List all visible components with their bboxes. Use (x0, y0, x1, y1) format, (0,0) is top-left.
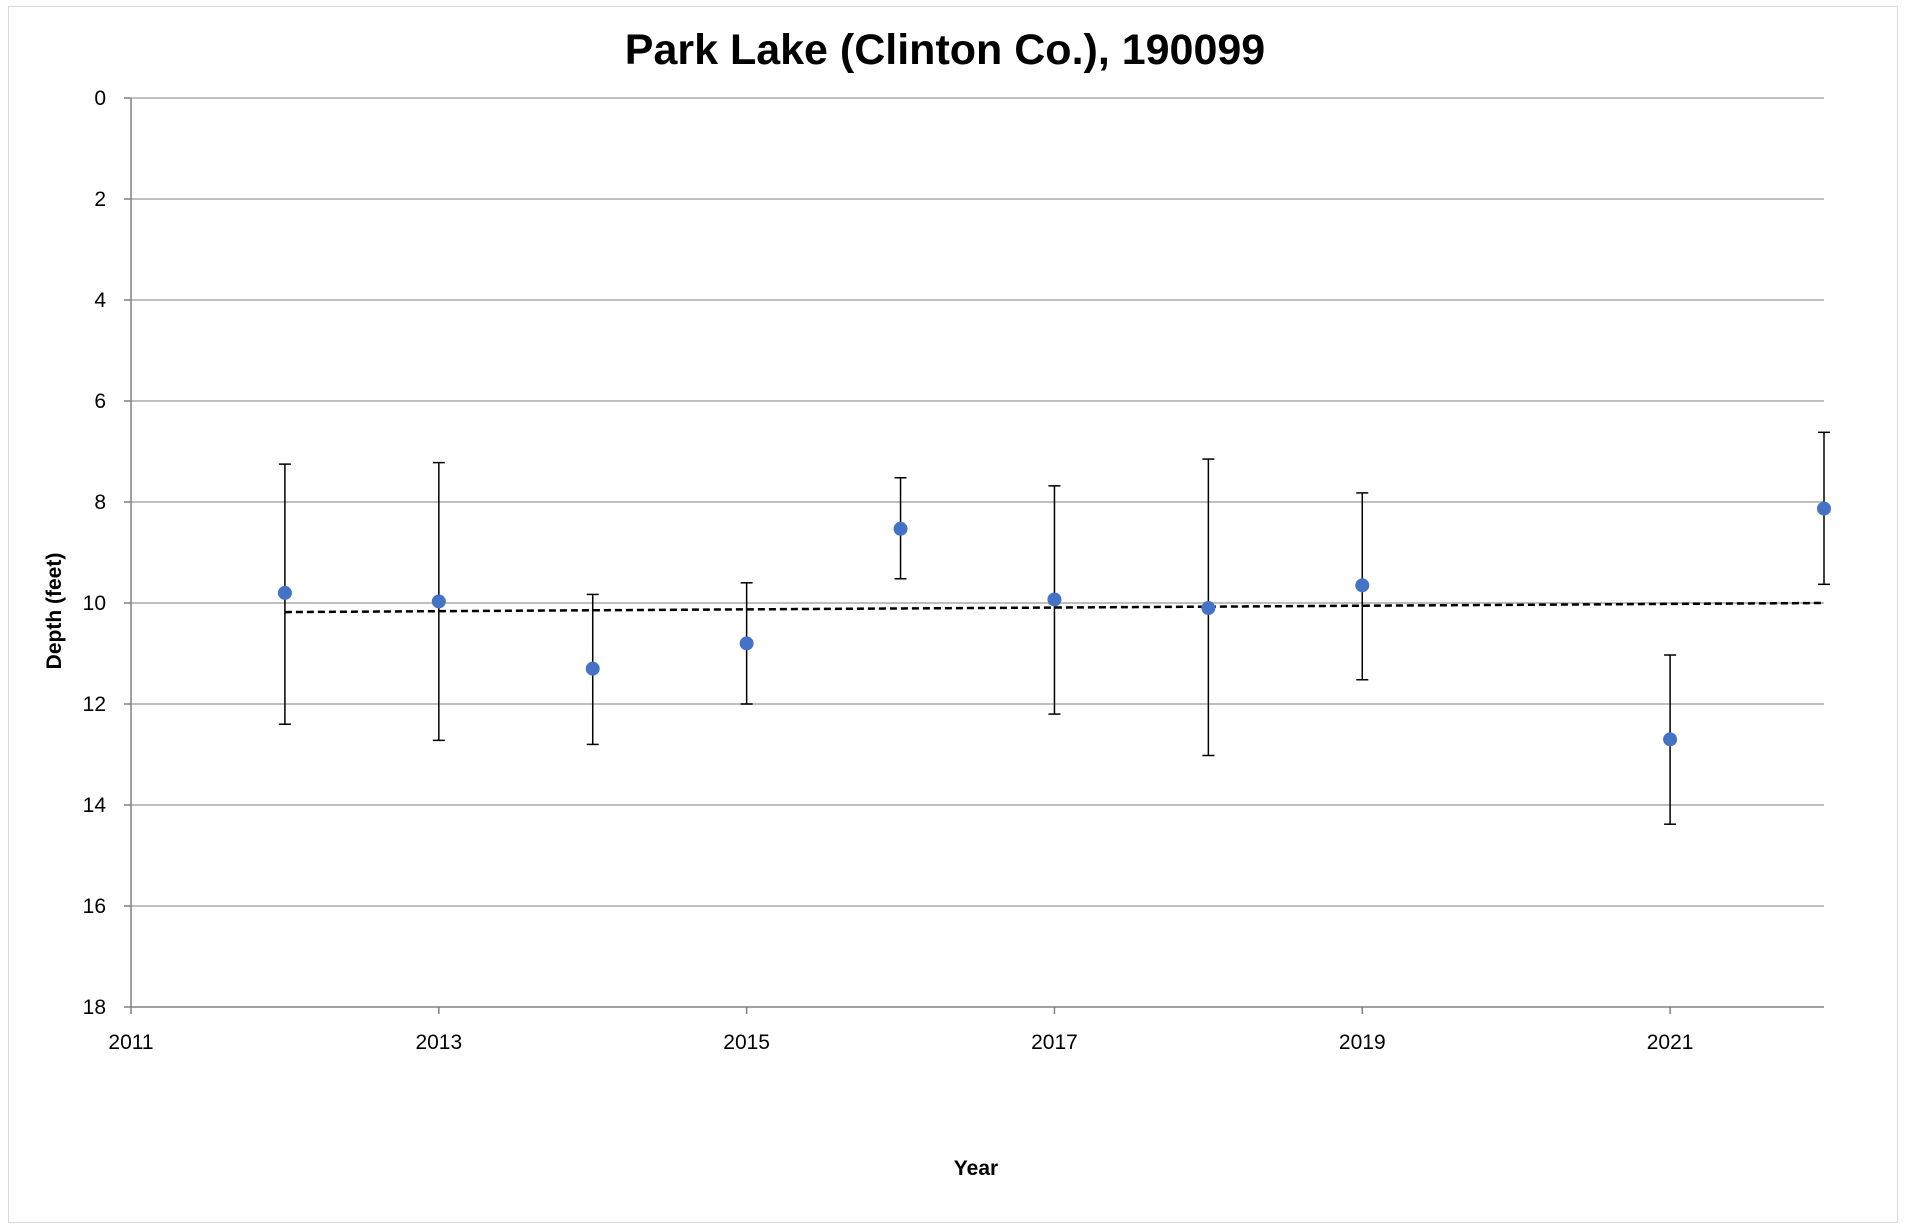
data-point-2017 (1047, 592, 1062, 607)
data-points (277, 501, 1831, 747)
chart-frame: Park Lake (Clinton Co.), 190099 0 2 4 6 8 10 1… (8, 6, 1898, 1223)
data-point-2014 (585, 661, 600, 676)
y-tick-label-16: 16 (83, 895, 106, 918)
data-point-2021 (1663, 732, 1678, 747)
x-tick-label-2013: 2013 (415, 1031, 462, 1054)
data-point-2015 (739, 636, 754, 651)
depth-chart: Park Lake (Clinton Co.), 190099 0 2 4 6 8 10 1… (43, 26, 1831, 1180)
data-point-2016 (893, 521, 908, 536)
data-point-2012 (277, 585, 292, 600)
data-point-2022 (1817, 501, 1831, 516)
y-tick-label-0: 0 (94, 87, 106, 110)
data-point-2013 (431, 594, 446, 609)
data-point-2019 (1355, 578, 1370, 593)
gridlines (131, 97, 1824, 907)
y-axis-title: Depth (feet) (43, 553, 66, 670)
y-tick-label-12: 12 (83, 693, 106, 716)
axes (124, 97, 1824, 1014)
y-tick-label-8: 8 (94, 491, 106, 514)
y-tick-label-18: 18 (83, 996, 106, 1019)
trendline (284, 601, 1825, 614)
data-point-2018 (1201, 601, 1216, 616)
x-tick-label-2011: 2011 (108, 1031, 153, 1054)
x-tick-label-2017: 2017 (1031, 1031, 1078, 1054)
y-tick-label-10: 10 (83, 592, 106, 615)
x-tick-label-2015: 2015 (723, 1031, 770, 1054)
error-bars (278, 431, 1830, 825)
y-tick-label-14: 14 (83, 794, 107, 817)
x-tick-label-2021: 2021 (1647, 1031, 1694, 1054)
chart-title: Park Lake (Clinton Co.), 190099 (625, 26, 1265, 74)
y-tick-label-4: 4 (94, 289, 106, 312)
trendline-line (284, 601, 1825, 614)
x-tick-label-2019: 2019 (1339, 1031, 1386, 1054)
y-tick-label-6: 6 (94, 390, 106, 413)
y-tick-label-2: 2 (94, 188, 106, 211)
x-axis-title: Year (954, 1157, 998, 1180)
